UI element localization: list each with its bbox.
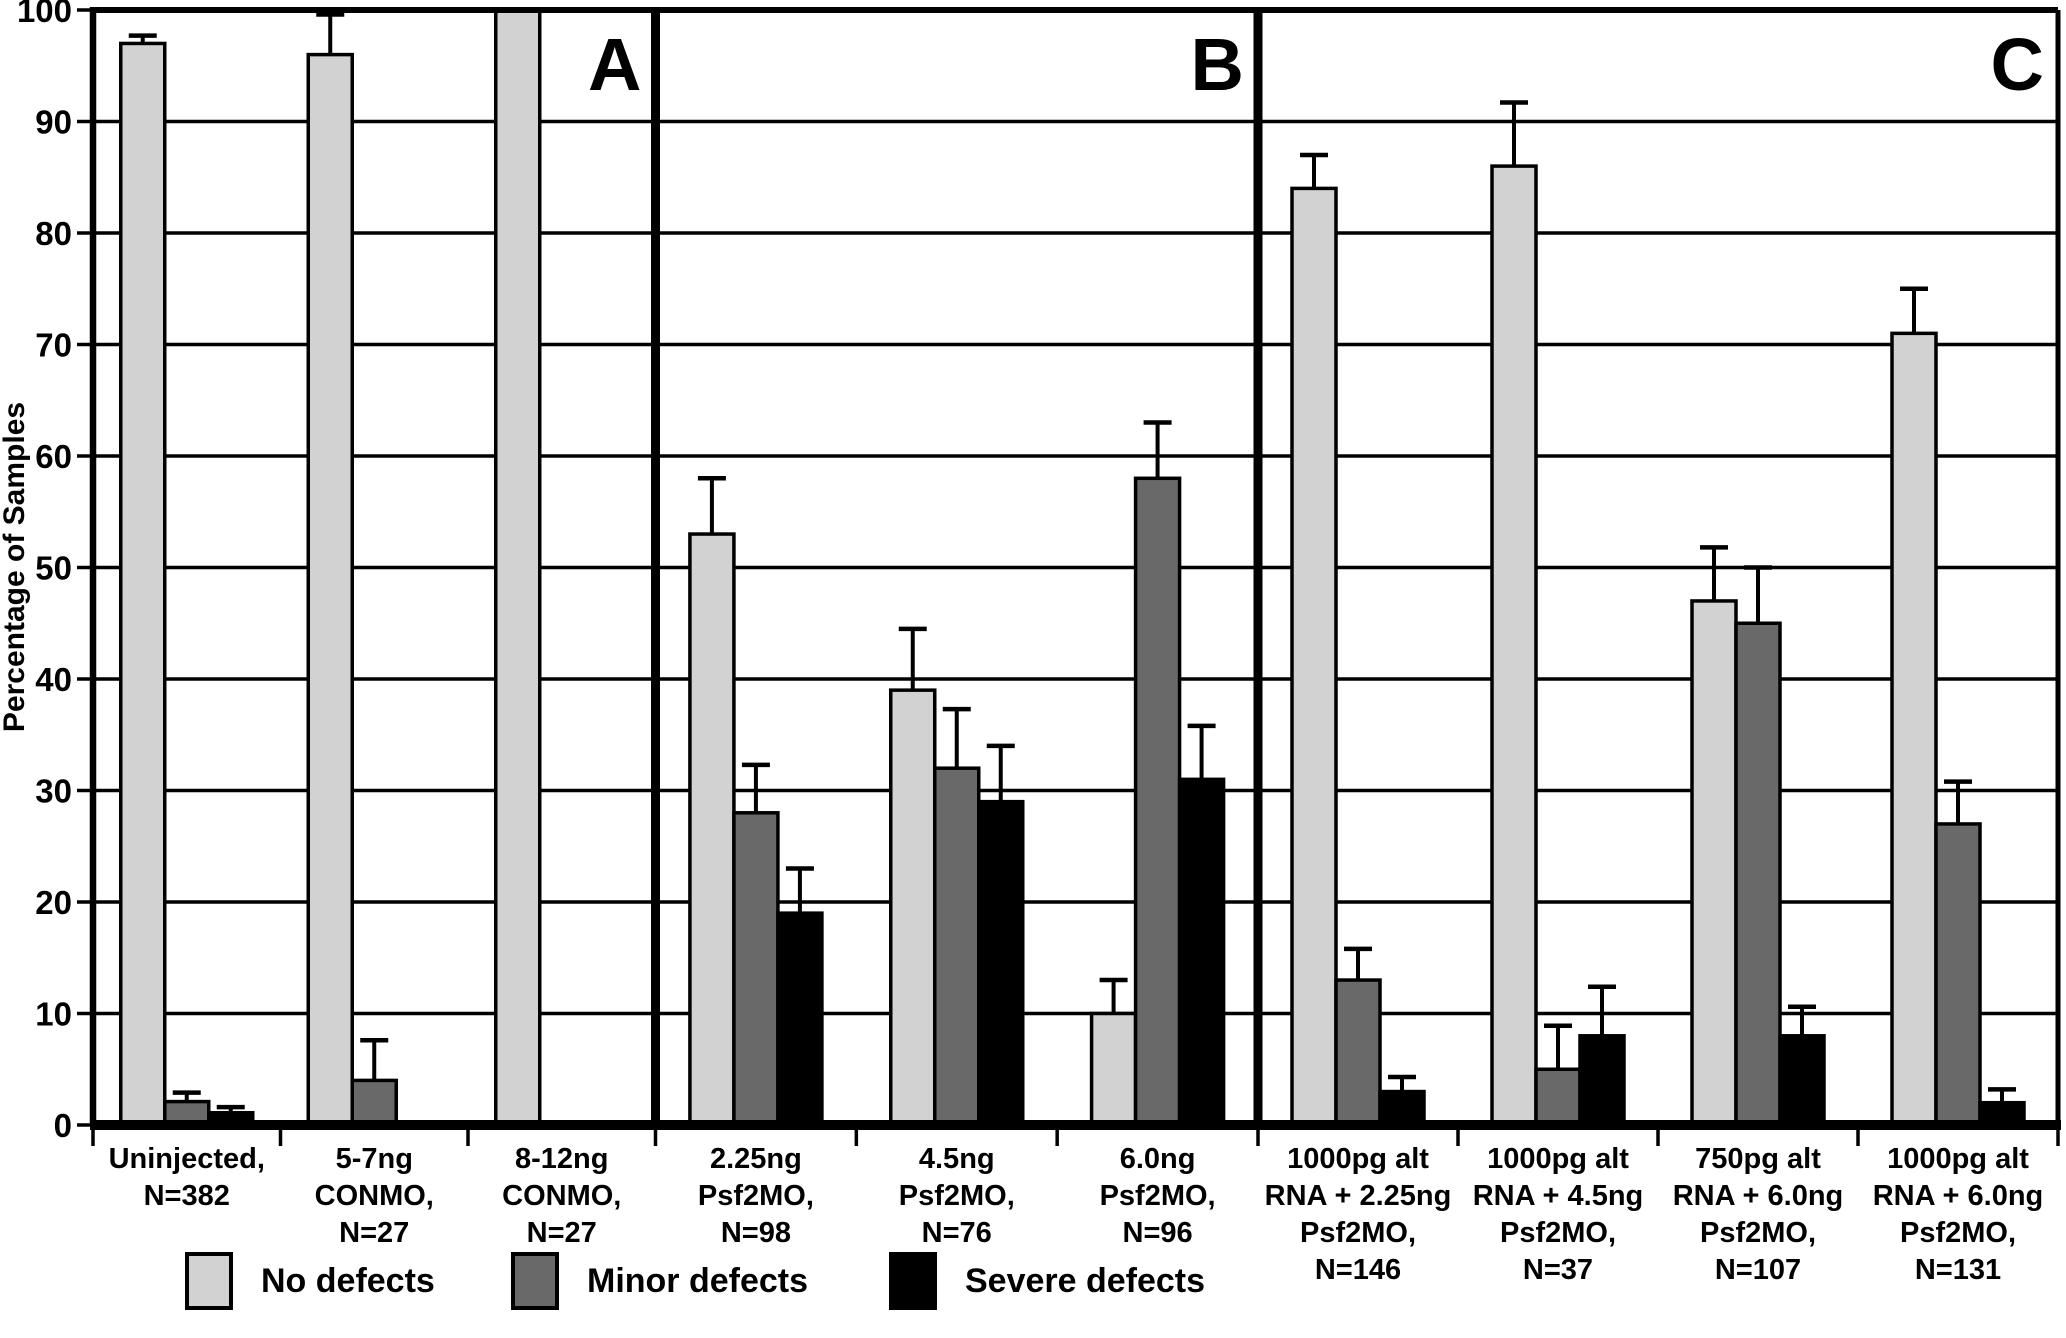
x-tick-label: 5-7ng [336, 1143, 413, 1175]
bar-severe-defects [1378, 1089, 1426, 1127]
x-tick-label: RNA + 2.25ng [1265, 1180, 1452, 1212]
minor-defects-swatch-icon [511, 1252, 559, 1310]
x-tick-label: N=131 [1915, 1254, 2001, 1286]
x-tick-label: 1000pg alt [1487, 1143, 1629, 1175]
x-tick-label: N=76 [922, 1217, 992, 1249]
x-tick-label: Psf2MO, [1100, 1180, 1216, 1212]
x-tick-label: RNA + 6.0ng [1873, 1180, 2044, 1212]
x-tick-label: 4.5ng [919, 1143, 995, 1175]
bar-minor-defects [732, 811, 780, 1127]
x-tick-label: Psf2MO, [698, 1180, 814, 1212]
bar-severe-defects [1778, 1034, 1826, 1127]
legend-label-minor-defects: Minor defects [587, 1261, 809, 1300]
x-tick-label: Psf2MO, [1900, 1217, 2016, 1249]
no-defects-swatch-icon [185, 1252, 233, 1310]
bar-minor-defects [1534, 1067, 1582, 1127]
x-tick-label: N=382 [144, 1180, 230, 1212]
x-tick-label: N=98 [721, 1217, 791, 1249]
panel-label-C: C [1991, 23, 2044, 106]
y-tick-label: 0 [54, 1107, 72, 1144]
x-tick-label: RNA + 4.5ng [1473, 1180, 1644, 1212]
x-tick-label: 1000pg alt [1287, 1143, 1429, 1175]
bar-no-defects [1890, 331, 1938, 1127]
bar-minor-defects [1133, 476, 1182, 1127]
bar-no-defects [1290, 186, 1338, 1127]
bar-severe-defects [1578, 1034, 1626, 1127]
legend-item-severe-defects: Severe defects [889, 1252, 1205, 1310]
bar-minor-defects [1334, 978, 1382, 1127]
x-tick-label: Psf2MO, [1300, 1217, 1416, 1249]
x-tick-label: RNA + 6.0ng [1673, 1180, 1844, 1212]
x-tick-label: N=27 [527, 1217, 597, 1249]
bar-no-defects [494, 8, 542, 1127]
y-tick-label: 10 [35, 996, 72, 1033]
y-tick-label: 90 [35, 104, 72, 141]
legend-label-no-defects: No defects [261, 1261, 435, 1300]
bar-no-defects [688, 532, 736, 1127]
x-tick-label: N=107 [1715, 1254, 1801, 1286]
y-tick-label: 80 [35, 215, 72, 252]
x-tick-label: 8-12ng [515, 1143, 608, 1175]
panel-label-B: B [1191, 23, 1244, 106]
bar-no-defects [889, 688, 937, 1127]
bar-no-defects [306, 52, 354, 1127]
y-tick-label: 100 [17, 0, 72, 29]
y-tick-label: 60 [35, 438, 72, 475]
y-axis-title: Percentage of Samples [0, 402, 31, 732]
bar-no-defects [1690, 599, 1738, 1127]
bar-no-defects [119, 41, 167, 1127]
legend-item-minor-defects: Minor defects [511, 1252, 808, 1310]
x-tick-label: 750pg alt [1695, 1143, 1821, 1175]
panel-label-A: A [588, 23, 641, 106]
y-tick-label: 40 [35, 661, 72, 698]
bar-no-defects [1089, 1011, 1138, 1127]
y-tick-label: 20 [35, 884, 72, 921]
x-tick-label: Uninjected, [109, 1143, 265, 1175]
bar-severe-defects [1177, 777, 1226, 1127]
bar-severe-defects [776, 911, 824, 1127]
x-tick-label: N=27 [339, 1217, 409, 1249]
x-tick-label: N=37 [1523, 1254, 1593, 1286]
bar-minor-defects [1934, 822, 1982, 1127]
legend-label-severe-defects: Severe defects [965, 1261, 1206, 1300]
legend: No defects Minor defects Severe defects [0, 1252, 2066, 1312]
x-tick-label: 1000pg alt [1887, 1143, 2029, 1175]
x-tick-label: CONMO, [502, 1180, 621, 1212]
legend-item-no-defects: No defects [185, 1252, 435, 1310]
bar-severe-defects [977, 799, 1025, 1127]
y-tick-label: 50 [35, 550, 72, 587]
x-tick-label: Psf2MO, [1500, 1217, 1616, 1249]
bar-minor-defects [350, 1078, 398, 1127]
x-tick-label: Psf2MO, [1700, 1217, 1816, 1249]
bar-minor-defects [933, 766, 981, 1127]
bar-no-defects [1490, 164, 1538, 1127]
x-tick-label: N=146 [1315, 1254, 1401, 1286]
x-tick-label: N=96 [1123, 1217, 1193, 1249]
x-tick-label: CONMO, [315, 1180, 434, 1212]
bar-minor-defects [1734, 621, 1782, 1127]
y-tick-label: 30 [35, 773, 72, 810]
x-tick-label: 2.25ng [710, 1143, 802, 1175]
x-tick-label: Psf2MO, [899, 1180, 1015, 1212]
y-tick-label: 70 [35, 327, 72, 364]
severe-defects-swatch-icon [889, 1252, 937, 1310]
x-tick-label: 6.0ng [1120, 1143, 1196, 1175]
